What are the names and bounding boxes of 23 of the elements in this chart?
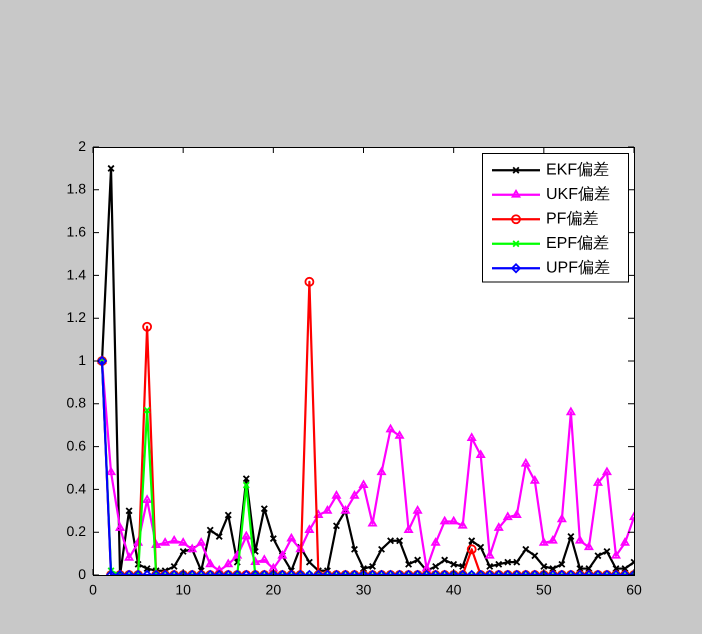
y-tick-label: 0.8 [66,394,86,411]
x-tick-label: 50 [536,581,552,598]
y-tick-label: 0.4 [66,480,86,496]
y-tick-label: 0.6 [66,437,86,454]
y-tick-label: 1.8 [66,180,86,197]
x-tick-label: 60 [626,581,642,598]
legend-label: UKF偏差 [546,185,610,204]
y-tick-label: 1.6 [66,223,86,240]
legend-label: PF偏差 [546,210,598,228]
x-tick-label: 20 [266,581,282,598]
y-tick-label: 1.2 [66,309,86,326]
x-tick-label: 40 [446,581,462,598]
x-tick-label: 0 [89,581,98,598]
y-tick-label: 1.4 [66,266,86,282]
legend-label: EKF偏差 [546,160,610,179]
legend-label: UPF偏差 [546,258,610,277]
x-tick-label: 30 [356,581,372,598]
y-tick-label: 2 [78,138,86,154]
legend-label: EPF偏差 [546,234,610,252]
x-tick-label: 10 [175,581,192,598]
y-tick-label: 1 [78,352,86,368]
y-tick-label: 0.2 [66,523,86,540]
y-tick-label: 0 [78,566,86,582]
